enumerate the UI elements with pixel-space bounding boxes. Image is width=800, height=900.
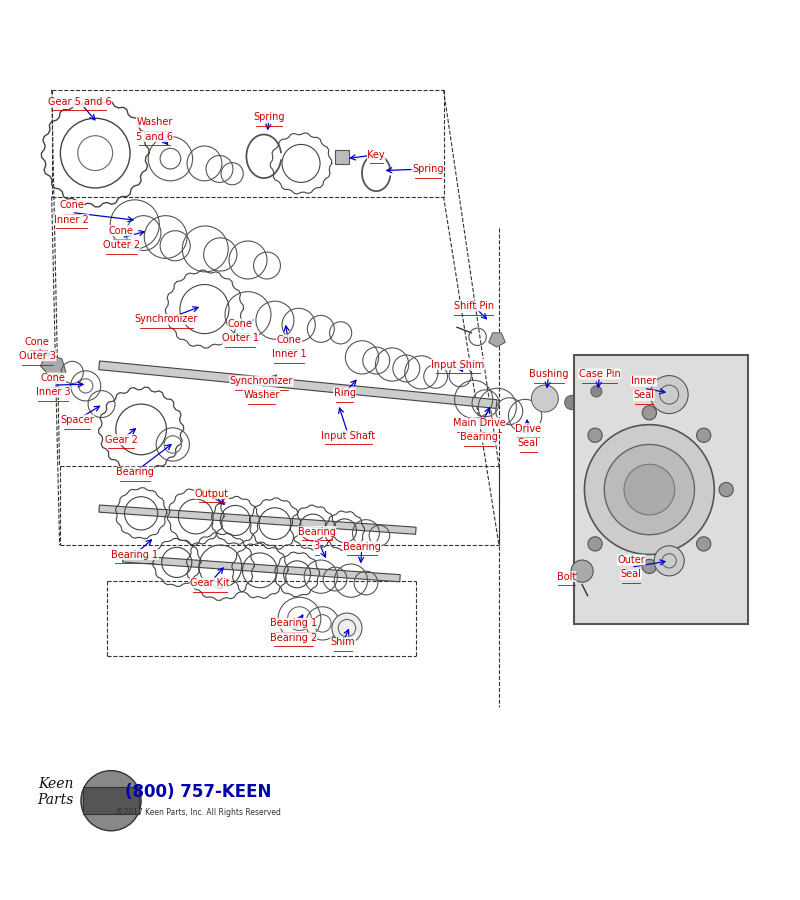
- Text: Synchronizer: Synchronizer: [134, 314, 198, 324]
- Text: Bearing 1: Bearing 1: [111, 550, 158, 560]
- Text: Drive: Drive: [515, 424, 542, 434]
- Text: Ring: Ring: [334, 388, 355, 398]
- Text: Washer: Washer: [136, 117, 173, 127]
- Circle shape: [697, 428, 710, 443]
- Text: (800) 757-KEEN: (800) 757-KEEN: [125, 783, 271, 801]
- Circle shape: [588, 536, 602, 551]
- Text: Input Shim: Input Shim: [431, 359, 485, 370]
- Text: 3: 3: [314, 541, 320, 551]
- Text: Cone: Cone: [109, 226, 134, 236]
- Text: Cone: Cone: [277, 335, 302, 345]
- Text: Outer 3: Outer 3: [19, 351, 56, 361]
- Text: Gear 5 and 6: Gear 5 and 6: [47, 96, 111, 107]
- Circle shape: [650, 375, 688, 414]
- Circle shape: [642, 406, 657, 420]
- Text: Case Pin: Case Pin: [578, 369, 620, 379]
- Circle shape: [654, 545, 684, 576]
- Text: Bolt: Bolt: [557, 572, 576, 581]
- Bar: [335, 150, 350, 164]
- Circle shape: [531, 385, 558, 412]
- Circle shape: [565, 395, 579, 410]
- Circle shape: [697, 536, 710, 551]
- Text: Input Shaft: Input Shaft: [322, 431, 376, 441]
- Text: Inner: Inner: [631, 376, 657, 386]
- Text: 5 and 6: 5 and 6: [136, 131, 173, 141]
- Circle shape: [624, 464, 674, 515]
- Polygon shape: [489, 333, 506, 347]
- Bar: [574, 355, 748, 625]
- Text: Seal: Seal: [634, 391, 654, 401]
- Circle shape: [588, 428, 602, 443]
- Text: Bearing: Bearing: [298, 526, 336, 536]
- Polygon shape: [122, 555, 400, 581]
- Text: Inner 1: Inner 1: [272, 349, 306, 359]
- Text: Spacer: Spacer: [60, 415, 94, 425]
- Polygon shape: [41, 354, 66, 376]
- Text: ©2017 Keen Parts, Inc. All Rights Reserved: ©2017 Keen Parts, Inc. All Rights Reserv…: [116, 808, 281, 817]
- Text: Bushing: Bushing: [529, 369, 569, 379]
- Text: Bearing: Bearing: [343, 542, 381, 552]
- Circle shape: [604, 445, 694, 535]
- Circle shape: [571, 560, 593, 582]
- Text: Shift Pin: Shift Pin: [454, 301, 494, 310]
- Text: Washer: Washer: [243, 391, 280, 401]
- Text: Gear 2: Gear 2: [105, 435, 138, 445]
- Circle shape: [642, 559, 657, 573]
- Text: Outer 1: Outer 1: [222, 333, 258, 344]
- Polygon shape: [99, 505, 416, 535]
- Text: Output: Output: [194, 489, 229, 499]
- Circle shape: [590, 386, 602, 397]
- Text: Cone: Cone: [41, 373, 66, 383]
- Polygon shape: [98, 361, 497, 409]
- Circle shape: [585, 425, 714, 554]
- Text: Seal: Seal: [518, 438, 538, 448]
- Text: Cone: Cone: [59, 201, 84, 211]
- Text: Bearing: Bearing: [116, 467, 154, 477]
- Text: Shim: Shim: [330, 637, 355, 647]
- Text: Outer 2: Outer 2: [102, 240, 140, 250]
- Circle shape: [719, 482, 734, 497]
- Text: Gear Kit: Gear Kit: [190, 578, 230, 588]
- Text: Synchronizer: Synchronizer: [230, 376, 293, 386]
- Circle shape: [332, 613, 362, 644]
- Text: Keen
Parts: Keen Parts: [38, 777, 74, 807]
- Text: Key: Key: [367, 149, 385, 159]
- Text: Seal: Seal: [621, 570, 642, 580]
- Text: Bearing 2: Bearing 2: [270, 633, 317, 643]
- Text: Spring: Spring: [254, 112, 285, 122]
- Text: Bearing: Bearing: [460, 432, 498, 442]
- Text: Inner 2: Inner 2: [54, 214, 89, 225]
- Text: Cone: Cone: [25, 337, 50, 347]
- Text: Main Drive: Main Drive: [453, 418, 506, 428]
- Text: Bearing 1: Bearing 1: [270, 618, 317, 628]
- Text: Inner 3: Inner 3: [36, 387, 70, 397]
- Text: Cone: Cone: [228, 320, 253, 329]
- Text: Outer: Outer: [618, 555, 645, 565]
- Bar: [83, 788, 138, 814]
- Text: Spring: Spring: [412, 164, 443, 174]
- Circle shape: [81, 770, 141, 831]
